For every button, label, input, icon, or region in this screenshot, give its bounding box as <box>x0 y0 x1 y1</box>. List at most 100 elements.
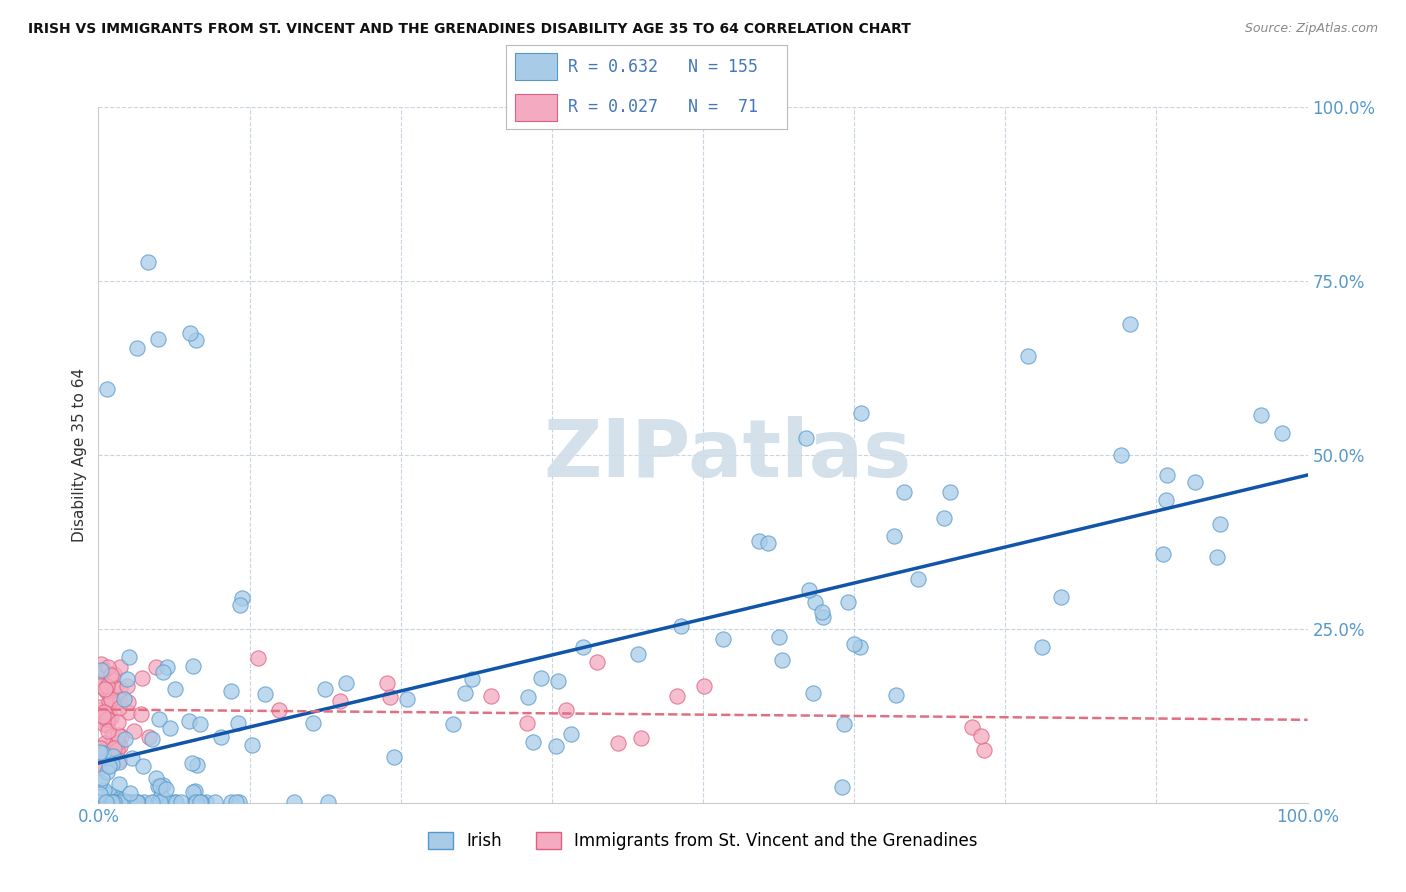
Point <box>194 795 217 809</box>
Point <box>125 795 148 809</box>
Point <box>138 730 160 744</box>
Point <box>832 716 855 731</box>
Point <box>108 795 131 809</box>
Point <box>122 795 145 809</box>
Point <box>170 795 193 809</box>
Point <box>907 572 929 586</box>
Point <box>883 529 905 543</box>
Text: R = 0.632   N = 155: R = 0.632 N = 155 <box>568 58 758 76</box>
Point <box>108 682 131 697</box>
Point <box>803 686 825 700</box>
Point <box>240 738 263 752</box>
Point <box>100 694 122 708</box>
Point <box>107 715 129 730</box>
Point <box>145 771 167 785</box>
Point <box>813 610 835 624</box>
Point <box>831 780 853 794</box>
Point <box>89 675 111 690</box>
Point <box>165 795 187 809</box>
Point <box>89 745 111 759</box>
Point <box>1109 448 1132 462</box>
Point <box>89 795 111 809</box>
Point <box>181 756 204 770</box>
Point <box>554 703 576 717</box>
Point <box>627 647 650 661</box>
Point <box>1031 640 1053 654</box>
Point <box>756 535 779 549</box>
Point <box>481 689 503 703</box>
Point <box>100 730 122 744</box>
Point <box>93 663 115 677</box>
Point <box>461 672 484 686</box>
Point <box>671 619 693 633</box>
Point <box>97 660 120 674</box>
Point <box>96 712 118 726</box>
Point <box>970 729 993 743</box>
Point <box>96 795 118 809</box>
Point <box>748 533 770 548</box>
Point <box>94 683 117 698</box>
Point <box>1156 492 1178 507</box>
Point <box>231 591 253 605</box>
Point <box>94 736 117 750</box>
Point <box>204 795 226 809</box>
Point <box>157 795 180 809</box>
Point <box>93 681 115 696</box>
Point <box>1184 475 1206 489</box>
Point <box>118 795 141 809</box>
Point <box>90 657 112 671</box>
Text: R = 0.027   N =  71: R = 0.027 N = 71 <box>568 98 758 116</box>
Point <box>849 406 872 420</box>
Point <box>848 640 870 654</box>
Point <box>90 663 112 677</box>
Point <box>141 732 163 747</box>
Y-axis label: Disability Age 35 to 64: Disability Age 35 to 64 <box>72 368 87 542</box>
Point <box>454 686 477 700</box>
Point <box>934 511 956 525</box>
Point <box>89 795 111 809</box>
Point <box>803 595 825 609</box>
Point <box>939 485 962 500</box>
Point <box>1250 408 1272 422</box>
Point <box>1271 426 1294 441</box>
Point <box>155 660 177 674</box>
Point <box>225 795 247 809</box>
Point <box>1017 350 1039 364</box>
Point <box>115 795 138 809</box>
Point <box>89 679 111 693</box>
Point <box>396 692 419 706</box>
Point <box>107 777 129 791</box>
Point <box>91 771 114 785</box>
Point <box>247 651 270 665</box>
Point <box>90 755 112 769</box>
Point <box>141 795 163 809</box>
Point <box>973 743 995 757</box>
Point <box>190 795 212 809</box>
Point <box>94 706 117 721</box>
Point <box>316 795 339 809</box>
Point <box>114 795 136 809</box>
Point <box>96 765 118 780</box>
Point <box>96 795 118 809</box>
Point <box>181 659 204 673</box>
Point <box>811 605 834 619</box>
Point <box>380 690 402 704</box>
Point <box>228 795 250 809</box>
Point <box>665 689 688 703</box>
Point <box>571 640 593 654</box>
Point <box>607 736 630 750</box>
Point <box>1049 591 1071 605</box>
Point <box>547 673 569 688</box>
Point <box>93 717 115 731</box>
Point <box>1209 516 1232 531</box>
Point <box>97 758 120 772</box>
Point <box>89 740 111 755</box>
Point <box>105 743 128 757</box>
Legend: Irish, Immigrants from St. Vincent and the Grenadines: Irish, Immigrants from St. Vincent and t… <box>422 826 984 857</box>
Point <box>188 717 211 731</box>
Point <box>183 795 205 809</box>
Point <box>283 795 305 809</box>
Point <box>960 720 983 734</box>
Point <box>91 746 114 760</box>
Point <box>544 739 567 754</box>
